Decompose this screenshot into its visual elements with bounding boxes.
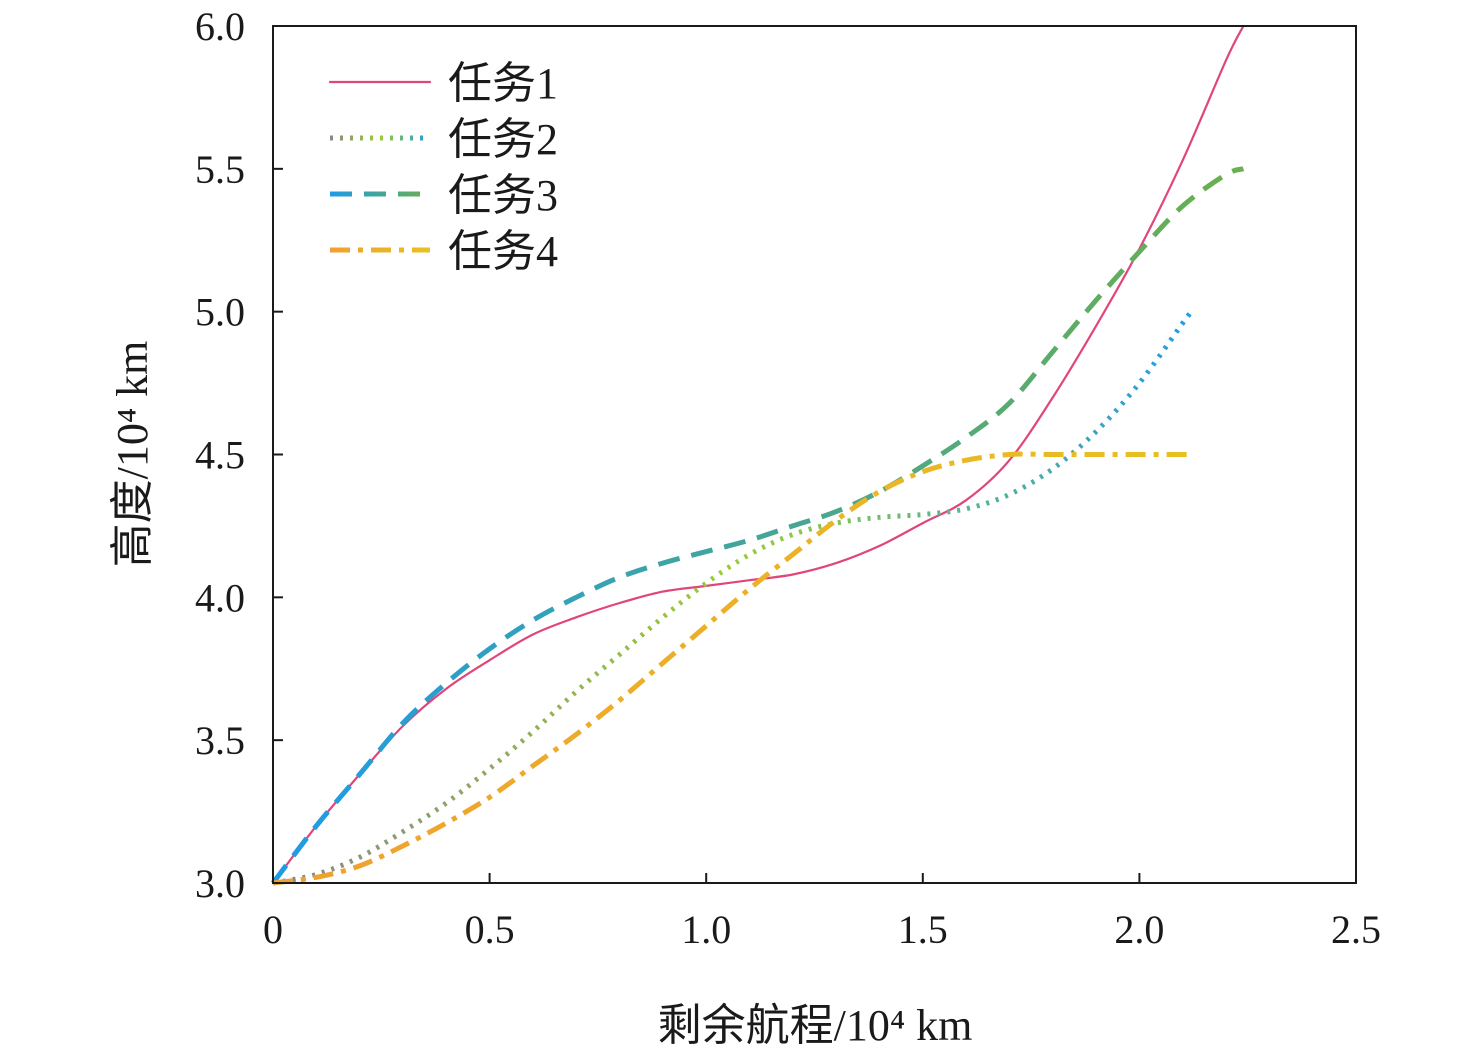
legend-label-1: 任务1 bbox=[448, 59, 558, 108]
legend-label-4: 任务4 bbox=[448, 227, 558, 276]
x-tick-label: 0.5 bbox=[465, 907, 515, 952]
y-tick-label: 3.0 bbox=[195, 861, 245, 906]
legend-label-2: 任务2 bbox=[448, 115, 558, 164]
y-tick-label: 6.0 bbox=[195, 4, 245, 49]
x-tick-label: 2.5 bbox=[1331, 907, 1381, 952]
y-tick-label: 5.0 bbox=[195, 290, 245, 335]
x-axis-title: 剩余航程/10⁴ km bbox=[658, 1001, 973, 1050]
series-lines bbox=[271, 24, 1245, 886]
y-tick-label: 4.5 bbox=[195, 433, 245, 478]
plot-frame bbox=[272, 25, 1357, 884]
x-tick-label: 0 bbox=[263, 907, 283, 952]
x-tick-label: 2.0 bbox=[1114, 907, 1164, 952]
series-line-1 bbox=[271, 24, 1245, 885]
x-tick-label: 1.0 bbox=[681, 907, 731, 952]
y-axis-title: 高度/10⁴ km bbox=[108, 341, 157, 568]
series-line-4 bbox=[272, 451, 1192, 886]
axis-ticks: 0 0.5 1.0 1.5 2.0 2.5 3.0 3.5 4.0 4.5 5.0 5.5 6.0 bbox=[195, 4, 1381, 952]
y-tick-label: 3.5 bbox=[195, 718, 245, 763]
legend: 任务1 任务2 任务3 任务4 bbox=[328, 59, 558, 276]
y-tick-label: 4.0 bbox=[195, 575, 245, 620]
legend-label-3: 任务3 bbox=[448, 171, 558, 220]
x-tick-label: 1.5 bbox=[898, 907, 948, 952]
y-tick-label: 5.5 bbox=[195, 147, 245, 192]
series-line-3 bbox=[271, 166, 1245, 885]
series-line-2 bbox=[272, 310, 1194, 886]
